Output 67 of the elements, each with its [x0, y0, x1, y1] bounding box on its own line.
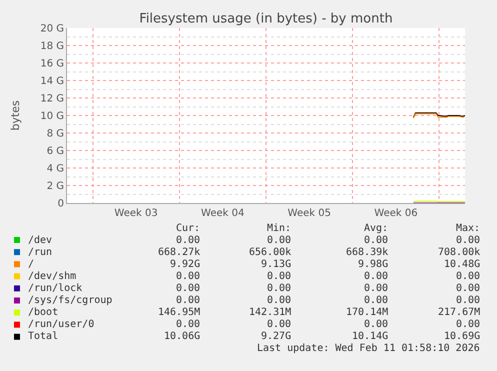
- text: 0.00: [364, 319, 388, 330]
- text: 0.00: [456, 235, 480, 246]
- text: 0.00: [267, 235, 292, 246]
- text: 0.00: [456, 319, 480, 330]
- x-tick-label: Week 03: [114, 208, 158, 219]
- x-tick-label: Week 05: [288, 208, 331, 219]
- text: 0.00: [456, 295, 480, 306]
- text: 0.00: [456, 271, 480, 282]
- chart-title: Filesystem usage (in bytes) - by month: [139, 12, 393, 27]
- legend-label: /run/lock: [28, 283, 82, 294]
- text: 10.48G: [444, 259, 480, 270]
- y-tick-label: 14 G: [40, 76, 64, 87]
- text: 142.31M: [249, 307, 292, 318]
- y-tick-label: 20 G: [40, 24, 64, 34]
- text: 0.00: [267, 295, 292, 306]
- y-tick-label: 12 G: [40, 94, 64, 104]
- y-tick-label: 10 G: [40, 111, 64, 122]
- text: 9.92G: [170, 259, 200, 270]
- text: 0.00: [364, 271, 388, 282]
- y-axis-title: bytes: [8, 100, 22, 131]
- text: 10.69G: [444, 331, 480, 342]
- y-tick-label: 6 G: [46, 146, 64, 157]
- text: 170.14M: [346, 307, 388, 318]
- text: 668.39k: [346, 247, 388, 258]
- text: 0.00: [267, 319, 292, 330]
- legend-label: /run/user/0: [28, 319, 94, 330]
- text: Max:: [456, 223, 480, 234]
- text: Cur:: [176, 223, 200, 234]
- text: Last update: Wed Feb 11 01:58:10 2026: [257, 343, 480, 354]
- legend-label: /sys/fs/cgroup: [28, 295, 112, 306]
- text: 0.00: [364, 235, 388, 246]
- text: 0.00: [176, 271, 200, 282]
- text: 9.13G: [261, 259, 292, 270]
- text: 217.67M: [438, 307, 480, 318]
- y-tick-label: 18 G: [40, 41, 64, 52]
- text: 0.00: [176, 235, 200, 246]
- text: 9.98G: [358, 259, 388, 270]
- legend-label: /: [28, 259, 34, 270]
- y-tick-label: 8 G: [46, 128, 64, 140]
- text: Avg:: [364, 223, 388, 234]
- text: 146.95M: [158, 307, 200, 318]
- text: 668.27k: [158, 247, 200, 258]
- y-tick-label: 0: [58, 198, 64, 210]
- legend-label: /run: [28, 247, 52, 258]
- text: Min:: [267, 223, 292, 234]
- y-tick-label: 2 G: [46, 181, 64, 192]
- text: 0.00: [267, 283, 292, 294]
- text: 10.06G: [164, 331, 200, 342]
- x-tick-label: Week 04: [201, 208, 244, 219]
- text: 9.27G: [261, 331, 292, 342]
- y-tick-label: 4 G: [46, 164, 64, 174]
- text: 0.00: [364, 295, 388, 306]
- text: 0.00: [456, 283, 480, 294]
- text: 0.00: [176, 295, 200, 306]
- y-tick-label: 16 G: [40, 58, 64, 70]
- legend-label: Total: [28, 331, 58, 342]
- x-tick-label: Week 06: [374, 208, 418, 219]
- legend-label: /dev: [28, 235, 52, 246]
- text: 10.14G: [352, 331, 388, 342]
- text: 656.00k: [249, 247, 292, 258]
- legend-label: /dev/shm: [28, 271, 76, 282]
- text: 0.00: [267, 271, 292, 282]
- text: 708.00k: [438, 247, 480, 258]
- legend-label: /boot: [28, 307, 58, 318]
- text: 0.00: [176, 319, 200, 330]
- text: 0.00: [364, 283, 388, 294]
- text: 0.00: [176, 283, 200, 294]
